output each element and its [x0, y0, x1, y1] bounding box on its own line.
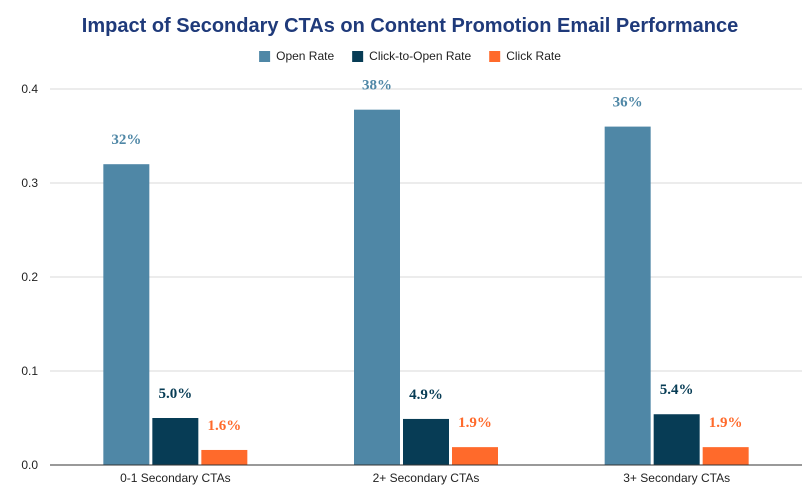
x-category-label: 2+ Secondary CTAs	[373, 471, 480, 485]
y-tick-label: 0.1	[21, 364, 38, 378]
legend: Open Rate Click-to-Open Rate Click Rate	[259, 49, 561, 63]
legend-swatch	[259, 51, 270, 62]
legend-swatch	[352, 51, 363, 62]
bar-click-to-open-rate	[654, 414, 700, 465]
bar-click-to-open-rate	[152, 418, 198, 465]
data-label: 5.4%	[660, 382, 694, 398]
data-label: 32%	[111, 132, 141, 148]
legend-label: Open Rate	[276, 49, 334, 63]
x-category-label: 0-1 Secondary CTAs	[120, 471, 231, 485]
data-label: 1.6%	[207, 418, 241, 434]
bar-open-rate	[605, 127, 651, 465]
y-tick-label: 0.4	[21, 82, 38, 96]
legend-label: Click Rate	[506, 49, 561, 63]
y-tick-label: 0.0	[21, 458, 38, 472]
bar-click-rate	[703, 447, 749, 465]
bar-click-rate	[452, 447, 498, 465]
x-category-label: 3+ Secondary CTAs	[623, 471, 730, 485]
y-tick-label: 0.3	[21, 176, 38, 190]
legend-swatch	[489, 51, 500, 62]
data-label: 1.9%	[458, 415, 492, 431]
data-label: 36%	[613, 95, 643, 111]
data-label: 5.0%	[158, 386, 192, 402]
legend-label: Click-to-Open Rate	[369, 49, 471, 63]
bar-click-rate	[201, 450, 247, 465]
data-label: 38%	[362, 78, 392, 94]
data-label: 1.9%	[709, 415, 743, 431]
bar-click-to-open-rate	[403, 419, 449, 465]
bar-open-rate	[103, 164, 149, 465]
chart-title: Impact of Secondary CTAs on Content Prom…	[82, 15, 738, 37]
y-tick-label: 0.2	[21, 270, 38, 284]
bar-open-rate	[354, 110, 400, 465]
data-label: 4.9%	[409, 387, 443, 403]
